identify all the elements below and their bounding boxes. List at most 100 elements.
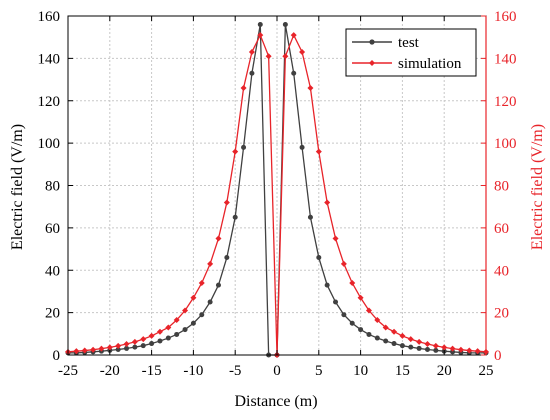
data-point-simulation	[265, 53, 272, 60]
data-point-test	[291, 70, 297, 76]
legend-marker-simulation	[369, 60, 375, 66]
data-point-test	[299, 144, 305, 150]
data-point-simulation	[165, 324, 172, 331]
data-point-simulation	[131, 338, 138, 345]
y-tick-label-left: 0	[53, 348, 61, 364]
x-tick-label: -10	[183, 363, 203, 379]
y-tick-label-left: 160	[38, 9, 61, 25]
data-point-test	[307, 214, 313, 220]
data-point-simulation	[123, 340, 130, 347]
data-point-simulation	[282, 53, 289, 60]
data-point-simulation	[248, 49, 255, 56]
data-point-simulation	[190, 294, 197, 301]
data-point-test	[408, 344, 414, 350]
legend-marker-test	[369, 39, 375, 45]
data-point-simulation	[182, 307, 189, 314]
series-line-simulation	[67, 33, 487, 356]
legend-label-test: test	[398, 35, 420, 51]
data-point-simulation	[98, 345, 105, 352]
data-point-simulation	[148, 332, 155, 339]
data-point-simulation	[207, 260, 214, 267]
data-point-simulation	[332, 235, 339, 242]
data-point-simulation	[257, 32, 264, 39]
data-point-test	[174, 331, 180, 337]
data-point-test	[157, 338, 163, 344]
data-point-simulation	[449, 345, 456, 352]
y-tick-label-right: 20	[494, 306, 509, 322]
data-point-test	[450, 349, 456, 355]
y-tick-label-right: 160	[494, 9, 517, 25]
y-tick-label-left: 60	[45, 221, 60, 237]
data-point-test	[132, 344, 138, 350]
data-point-test	[358, 327, 364, 333]
data-point-simulation	[290, 32, 297, 39]
data-point-test	[324, 282, 330, 288]
data-point-test	[215, 282, 221, 288]
data-point-test	[207, 299, 213, 305]
data-point-simulation	[223, 199, 230, 206]
data-point-test	[433, 347, 439, 353]
x-tick-label: 20	[437, 363, 452, 379]
data-point-simulation	[357, 294, 364, 301]
data-point-simulation	[140, 336, 147, 343]
data-point-test	[199, 312, 205, 318]
y-tick-label-left: 80	[45, 179, 60, 195]
legend-box	[345, 28, 477, 77]
y-tick-label-left: 140	[38, 51, 61, 67]
data-point-simulation	[349, 279, 356, 286]
data-point-test	[282, 21, 288, 27]
data-point-simulation	[441, 344, 448, 351]
data-point-simulation	[432, 342, 439, 349]
data-point-simulation	[391, 328, 398, 335]
data-point-test	[366, 331, 372, 337]
data-point-test	[124, 345, 130, 351]
data-point-simulation	[324, 199, 331, 206]
data-point-simulation	[416, 338, 423, 345]
y-tick-label-left: 120	[38, 94, 61, 110]
x-tick-label: -5	[229, 363, 242, 379]
data-point-simulation	[382, 324, 389, 331]
data-point-simulation	[240, 85, 247, 92]
data-point-simulation	[374, 317, 381, 324]
y-tick-label-right: 140	[494, 51, 517, 67]
data-point-test	[257, 21, 263, 27]
y-tick-label-right: 40	[494, 263, 509, 279]
data-point-test	[383, 338, 389, 344]
data-point-simulation	[156, 328, 163, 335]
data-point-simulation	[115, 342, 122, 349]
y-axis-title-right: Electric field (V/m)	[529, 124, 546, 250]
legend: test simulation	[345, 28, 477, 77]
data-point-simulation	[340, 260, 347, 267]
x-tick-label: -25	[58, 363, 78, 379]
data-point-simulation	[315, 148, 322, 155]
data-point-test	[149, 341, 155, 347]
data-point-simulation	[424, 340, 431, 347]
data-point-test	[241, 144, 247, 150]
data-point-test	[399, 343, 405, 349]
data-point-test	[165, 335, 171, 341]
x-axis-title: Distance (m)	[234, 393, 317, 410]
x-tick-label: 5	[315, 363, 323, 379]
x-tick-label: 0	[273, 363, 281, 379]
data-point-simulation	[457, 346, 464, 353]
y-tick-label-right: 100	[494, 136, 517, 152]
y-tick-label-left: 40	[45, 263, 60, 279]
y-tick-label-left: 20	[45, 306, 60, 322]
data-point-test	[140, 343, 146, 349]
data-point-simulation	[232, 148, 239, 155]
data-point-simulation	[215, 235, 222, 242]
x-tick-label: 15	[395, 363, 410, 379]
data-point-test	[182, 327, 188, 333]
data-point-simulation	[73, 348, 80, 355]
data-point-simulation	[466, 347, 473, 354]
series-simulation	[65, 32, 489, 358]
data-point-test	[424, 346, 430, 352]
y-tick-label-right: 0	[494, 348, 502, 364]
x-tick-label: -15	[142, 363, 162, 379]
data-point-test	[374, 335, 380, 341]
data-point-simulation	[407, 336, 414, 343]
data-point-test	[349, 320, 355, 326]
